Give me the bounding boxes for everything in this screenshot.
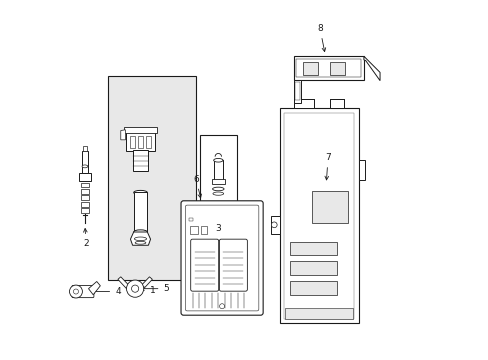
Polygon shape <box>88 282 100 295</box>
Bar <box>296 59 361 77</box>
Bar <box>81 195 89 200</box>
Ellipse shape <box>82 165 88 168</box>
Bar <box>311 191 347 223</box>
Polygon shape <box>118 277 128 289</box>
Bar <box>329 62 344 75</box>
Bar <box>124 127 157 134</box>
Bar <box>293 80 301 103</box>
Bar <box>133 192 147 232</box>
Ellipse shape <box>212 187 224 191</box>
Bar <box>81 202 89 207</box>
Polygon shape <box>142 277 152 289</box>
Ellipse shape <box>212 192 223 195</box>
Bar <box>279 108 358 323</box>
Circle shape <box>219 304 224 309</box>
Bar <box>329 99 344 108</box>
Bar <box>293 99 313 108</box>
Bar <box>211 179 224 184</box>
Ellipse shape <box>133 190 147 195</box>
Polygon shape <box>363 56 379 81</box>
Bar <box>108 76 196 280</box>
Polygon shape <box>130 232 150 245</box>
Bar <box>83 146 86 151</box>
Text: 6: 6 <box>193 175 201 198</box>
Bar <box>270 216 279 234</box>
Bar <box>126 130 155 151</box>
FancyBboxPatch shape <box>190 239 218 291</box>
Bar <box>201 226 207 234</box>
Bar <box>132 150 148 171</box>
Bar <box>293 56 363 80</box>
FancyBboxPatch shape <box>72 285 94 298</box>
Text: 7: 7 <box>325 153 330 180</box>
Bar <box>81 183 89 187</box>
Ellipse shape <box>134 237 146 240</box>
Circle shape <box>131 285 139 292</box>
Bar <box>290 281 336 295</box>
Bar <box>285 309 352 319</box>
Text: 3: 3 <box>215 224 221 233</box>
Text: 8: 8 <box>316 24 325 51</box>
Bar <box>303 62 317 75</box>
Bar <box>199 135 237 220</box>
Bar <box>190 226 198 234</box>
Circle shape <box>73 289 78 294</box>
Bar <box>290 242 336 255</box>
Bar <box>284 113 353 319</box>
Polygon shape <box>121 130 125 140</box>
Ellipse shape <box>213 158 223 162</box>
Bar <box>146 136 151 148</box>
Circle shape <box>271 222 277 228</box>
Bar <box>79 173 90 181</box>
Bar <box>189 218 192 221</box>
Bar <box>213 160 223 180</box>
Text: 4: 4 <box>91 287 121 296</box>
Bar <box>358 160 364 180</box>
Bar <box>290 261 336 275</box>
Circle shape <box>126 280 143 297</box>
Bar <box>81 208 89 213</box>
Ellipse shape <box>135 241 145 244</box>
Text: 5: 5 <box>141 284 169 293</box>
FancyBboxPatch shape <box>219 239 247 291</box>
Bar <box>81 189 89 194</box>
Text: 2: 2 <box>83 229 89 248</box>
Bar <box>138 136 143 148</box>
Ellipse shape <box>133 230 147 234</box>
Bar <box>294 82 300 100</box>
FancyBboxPatch shape <box>181 201 263 315</box>
Bar <box>130 136 135 148</box>
Circle shape <box>69 285 82 298</box>
Bar <box>82 151 88 173</box>
Text: 1: 1 <box>150 286 156 295</box>
